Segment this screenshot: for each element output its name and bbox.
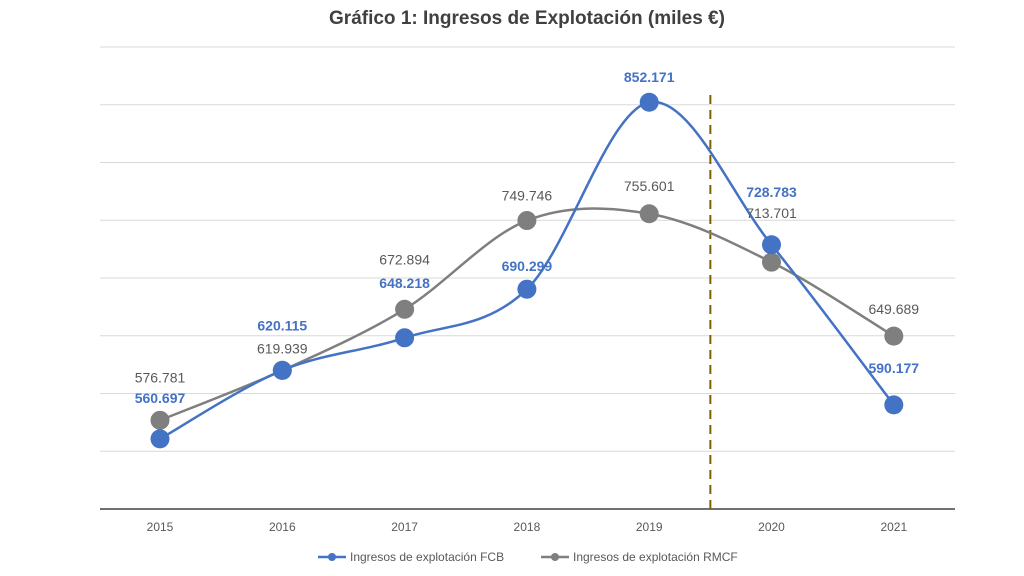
data-label-ingresos-de-explotaci-n-rmcf-2017: 672.894 — [379, 251, 430, 267]
points-layer — [150, 92, 904, 449]
legend-marker-ingresos-de-explotaci-n-rmcf — [551, 553, 559, 561]
legend-label-ingresos-de-explotaci-n-rmcf: Ingresos de explotación RMCF — [573, 550, 738, 564]
data-point-ingresos-de-explotaci-n-fcb-2018 — [517, 279, 537, 299]
x-tick-label-2016: 2016 — [269, 520, 296, 534]
x-tick-label-2020: 2020 — [758, 520, 785, 534]
x-tick-label-2021: 2021 — [880, 520, 907, 534]
data-label-ingresos-de-explotaci-n-rmcf-2016: 619.939 — [257, 340, 308, 356]
data-point-ingresos-de-explotaci-n-fcb-2021 — [884, 395, 904, 415]
data-point-ingresos-de-explotaci-n-rmcf-2017 — [395, 299, 415, 319]
data-label-ingresos-de-explotaci-n-fcb-2018: 690.299 — [502, 258, 553, 274]
x-tick-label-2015: 2015 — [147, 520, 174, 534]
data-label-ingresos-de-explotaci-n-fcb-2020: 728.783 — [746, 184, 797, 200]
series-line-ingresos-de-explotaci-n-rmcf — [159, 207, 895, 422]
x-tick-label-2018: 2018 — [514, 520, 541, 534]
x-tick-label-2019: 2019 — [636, 520, 663, 534]
data-labels: 560.697 620.115 648.218 690.299 852.171 728.7… — [135, 69, 920, 406]
legend-marker-ingresos-de-explotaci-n-fcb — [328, 553, 336, 561]
data-point-ingresos-de-explotaci-n-fcb-2019 — [639, 92, 659, 112]
data-point-ingresos-de-explotaci-n-fcb-2017 — [395, 328, 415, 348]
data-point-ingresos-de-explotaci-n-rmcf-2015 — [150, 410, 170, 430]
data-point-ingresos-de-explotaci-n-fcb-2016 — [272, 360, 292, 380]
data-point-ingresos-de-explotaci-n-fcb-2020 — [762, 235, 781, 255]
data-point-ingresos-de-explotaci-n-rmcf-2018 — [517, 211, 537, 231]
data-point-ingresos-de-explotaci-n-fcb-2015 — [150, 429, 170, 449]
legend: Ingresos de explotación FCB Ingresos de e… — [318, 550, 738, 564]
data-label-ingresos-de-explotaci-n-fcb-2015: 560.697 — [135, 390, 186, 406]
legend-label-ingresos-de-explotaci-n-fcb: Ingresos de explotación FCB — [350, 550, 504, 564]
data-label-ingresos-de-explotaci-n-fcb-2017: 648.218 — [379, 275, 430, 291]
data-label-ingresos-de-explotaci-n-rmcf-2021: 649.689 — [868, 301, 919, 317]
data-label-ingresos-de-explotaci-n-fcb-2016: 620.115 — [257, 317, 307, 333]
data-label-ingresos-de-explotaci-n-fcb-2021: 590.177 — [868, 360, 919, 376]
x-tick-label-2017: 2017 — [391, 520, 418, 534]
data-label-ingresos-de-explotaci-n-rmcf-2020: 713.701 — [746, 205, 797, 221]
data-label-ingresos-de-explotaci-n-rmcf-2018: 749.746 — [502, 188, 553, 204]
gridlines — [100, 46, 955, 452]
data-label-ingresos-de-explotaci-n-rmcf-2019: 755.601 — [624, 178, 675, 194]
chart-title: Gráfico 1: Ingresos de Explotación (mile… — [329, 8, 725, 29]
x-tick-labels: 2015 2016 2017 2018 2019 2020 2021 — [147, 520, 908, 534]
data-point-ingresos-de-explotaci-n-rmcf-2021 — [884, 326, 904, 346]
data-label-ingresos-de-explotaci-n-rmcf-2015: 576.781 — [135, 369, 186, 385]
data-point-ingresos-de-explotaci-n-rmcf-2019 — [639, 204, 659, 224]
data-point-ingresos-de-explotaci-n-rmcf-2020 — [762, 252, 781, 272]
data-label-ingresos-de-explotaci-n-fcb-2019: 852.171 — [624, 69, 675, 85]
